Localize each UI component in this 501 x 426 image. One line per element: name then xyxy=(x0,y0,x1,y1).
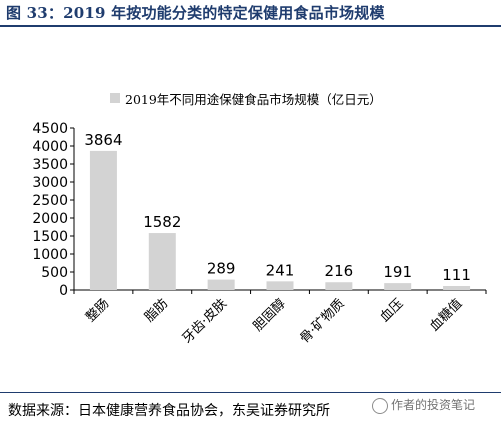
x-tick-label: 脂肪 xyxy=(141,296,171,326)
x-tick-label: 胆固醇 xyxy=(250,296,289,335)
y-tick-label: 500 xyxy=(41,265,68,281)
source-divider xyxy=(0,392,501,393)
bar xyxy=(384,283,412,290)
chart-legend: 2019年不同用途保健食品市场规模（亿日元） xyxy=(110,90,382,107)
bar xyxy=(443,286,471,290)
chart-bars xyxy=(89,150,471,290)
y-tick-label: 4000 xyxy=(32,139,68,155)
watermark-text: 作者的投资笔记 xyxy=(391,398,476,412)
figure-title: 图 33：2019 年按功能分类的特定保健用食品市场规模 xyxy=(6,4,385,22)
y-tick-label: 2000 xyxy=(32,211,68,227)
bar xyxy=(266,281,294,290)
data-label: 241 xyxy=(266,261,295,279)
data-label: 289 xyxy=(207,260,236,278)
chart-labels: 3864 整肠 1582 脂肪 289 牙齿·皮肤 241 胆固醇 216 骨·矿物质 191 血压 1… xyxy=(83,131,471,347)
data-label: 111 xyxy=(442,266,471,284)
bar xyxy=(207,279,235,290)
y-tick-label: 3500 xyxy=(32,157,68,173)
y-tick-label: 1000 xyxy=(32,247,68,263)
chart-axes: 0 500 1000 1500 2000 2500 3000 3500 4000 4500 xyxy=(32,121,487,299)
title-divider xyxy=(0,25,501,27)
legend-label: 2019年不同用途保健食品市场规模（亿日元） xyxy=(125,91,382,107)
data-label: 1582 xyxy=(143,213,181,231)
watermark: 作者的投资笔记 xyxy=(372,396,475,414)
x-tick-label: 整肠 xyxy=(83,296,112,325)
y-tick-label: 2500 xyxy=(32,193,68,209)
bar xyxy=(148,233,176,290)
data-label: 216 xyxy=(325,262,354,280)
y-tick-label: 0 xyxy=(59,283,68,299)
x-tick-label: 血压 xyxy=(378,296,407,325)
bar-chart: 0 500 1000 1500 2000 2500 3000 3500 4000 4500 386… xyxy=(32,121,487,347)
x-tick-label: 牙齿·皮肤 xyxy=(180,296,230,346)
bar xyxy=(89,150,117,290)
y-tick-label: 4500 xyxy=(32,121,68,137)
source-note: 数据来源：日本健康营养食品协会，东吴证券研究所 xyxy=(8,403,330,419)
x-tick-label: 骨·矿物质 xyxy=(297,296,347,346)
legend-swatch xyxy=(110,93,120,103)
data-label: 3864 xyxy=(84,131,122,149)
x-tick-label: 血糖值 xyxy=(426,296,465,335)
wechat-icon xyxy=(372,397,388,414)
y-tick-label: 1500 xyxy=(32,229,68,245)
data-label: 191 xyxy=(383,263,412,281)
bar xyxy=(325,282,353,290)
y-tick-label: 3000 xyxy=(32,175,68,191)
